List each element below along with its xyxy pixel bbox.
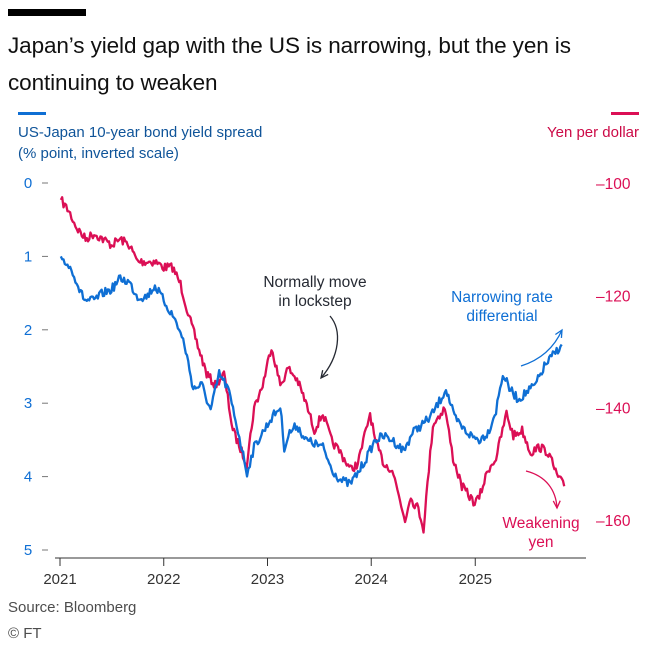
x-tick-label: 2021 [43,571,76,588]
yen-legend-swatch [611,112,639,115]
annotation-text: yen [529,534,554,551]
right-tick-label: –120 [596,288,631,305]
right-tick-label: –100 [596,176,631,193]
right-axis-label: Yen per dollar [547,122,639,143]
x-tick-label: 2022 [147,571,180,588]
x-tick-label: 2025 [459,571,492,588]
left-axis-label: US-Japan 10-year bond yield spread (% po… [18,122,262,164]
x-tick-label: 2023 [251,571,284,588]
right-tick-label: –160 [596,513,631,530]
source-note: Source: Bloomberg [8,599,137,616]
weakening-arrow-head [552,500,561,510]
annotation-text: differential [466,308,537,325]
narrowing-arrow-head [555,328,563,339]
left-tick-label: 0 [24,175,32,192]
series-line-spread [59,255,563,488]
chart-title: Japan’s yield gap with the US is narrowi… [8,33,571,95]
ft-credit: © FT [8,625,42,642]
right-tick-label: –140 [596,401,631,418]
left-tick-label: 5 [24,542,32,559]
series-line-yen [59,196,566,534]
annotation-text: Normally move [263,274,366,291]
left-tick-label: 3 [24,395,32,412]
weakening-arrow [525,470,558,509]
narrowing-arrow [520,329,563,367]
left-tick-label: 2 [24,322,32,339]
x-tick-label: 2024 [355,571,388,588]
lockstep-arrow [320,315,339,379]
brand-bar [8,9,86,16]
lockstep-arrow-head [320,370,329,380]
annotation-text: in lockstep [278,293,351,310]
plot-area: 2021 2022 2023 2024 2025 0 1 2 3 4 5 –100 –120 –140 –1… [24,175,631,588]
left-tick-label: 4 [24,469,32,486]
annotation-text: Weakening [502,515,579,532]
spread-legend-swatch [18,112,46,115]
left-axis-label-line: (% point, inverted scale) [18,145,179,162]
right-axis-label-line: Yen per dollar [546,124,639,141]
left-axis-label-line: US-Japan 10-year bond yield spread [18,124,263,141]
left-tick-label: 1 [24,248,32,265]
annotation-text: Narrowing rate [451,289,553,306]
